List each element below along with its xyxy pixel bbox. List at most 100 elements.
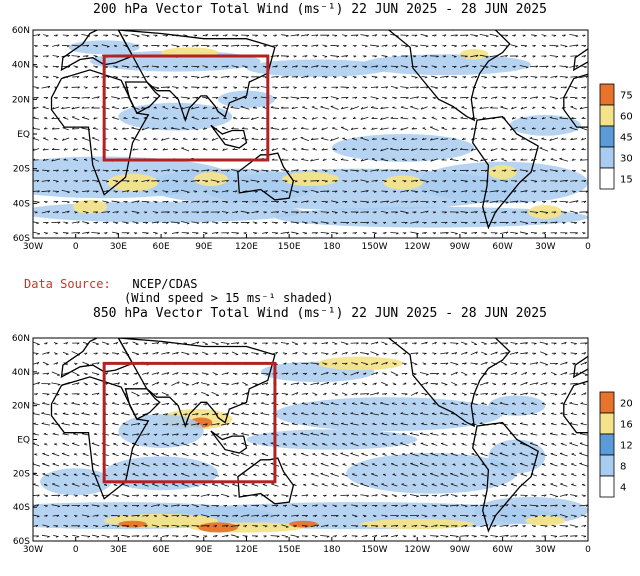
wind-arrow-head: [117, 169, 120, 172]
wind-arrow-head: [426, 374, 429, 376]
wind-arrow: [210, 423, 220, 426]
wind-arrow-head: [105, 515, 108, 518]
wind-arrow-head: [544, 494, 547, 497]
wind-arrow: [122, 106, 129, 110]
wind-arrow: [51, 371, 60, 376]
wind-arrow-head: [405, 515, 409, 518]
wind-arrow: [260, 412, 270, 416]
wind-arrow: [241, 423, 249, 426]
wind-arrow-head: [453, 66, 457, 68]
wind-arrow-head: [301, 412, 304, 414]
wind-arrow-head: [46, 76, 49, 79]
wind-arrow: [162, 504, 168, 507]
wind-arrow-head: [226, 383, 229, 386]
wind-arrow: [121, 96, 130, 99]
wind-arrow-head: [506, 504, 509, 507]
wind-arrow-head: [533, 201, 536, 204]
wind-arrow: [351, 514, 358, 517]
wind-arrow-head: [77, 525, 81, 528]
wind-arrow-head: [363, 76, 367, 79]
wind-arrow: [43, 137, 49, 141]
wind-arrow: [101, 44, 110, 47]
wind-arrow: [481, 75, 487, 78]
wind-arrow-head: [275, 504, 279, 507]
wind-arrow: [82, 483, 90, 487]
wind-arrow-head: [413, 535, 417, 538]
wind-arrow-head: [85, 55, 89, 58]
wind-arrow-head: [112, 116, 115, 118]
wind-arrow-head: [156, 342, 160, 345]
wind-arrow-head: [444, 180, 447, 183]
shading-blob: [525, 515, 566, 526]
wind-arrow-head: [216, 505, 219, 508]
wind-arrow: [530, 514, 538, 517]
wind-arrow-head: [433, 97, 437, 100]
wind-arrow: [489, 483, 499, 487]
wind-arrow: [520, 106, 528, 110]
wind-arrow: [311, 117, 318, 120]
wind-arrow: [261, 514, 269, 517]
wind-arrow: [410, 96, 419, 99]
wind-arrow-head: [126, 190, 130, 193]
wind-arrow-head: [146, 232, 149, 235]
wind-arrow-head: [336, 515, 339, 518]
wind-arrow: [361, 453, 368, 457]
wind-arrow-head: [550, 422, 554, 425]
wind-arrow-head: [321, 412, 325, 414]
wind-arrow-head: [391, 402, 395, 404]
wind-arrow: [300, 433, 310, 436]
wind-arrow-head: [583, 524, 587, 528]
wind-arrow: [510, 75, 518, 78]
wind-arrow-head: [116, 233, 120, 235]
wind-arrow: [61, 200, 70, 203]
coastline-indonesia: [210, 430, 248, 454]
wind-arrow-head: [335, 86, 339, 89]
wind-arrow-head: [583, 45, 587, 48]
wind-arrow: [520, 535, 527, 537]
coastline-australia: [237, 457, 295, 505]
wind-arrow-head: [355, 392, 358, 396]
wind-arrow-head: [553, 35, 557, 37]
wind-arrow-head: [216, 231, 219, 235]
wind-arrow: [471, 148, 478, 151]
wind-arrow: [470, 362, 478, 365]
wind-arrow-head: [145, 169, 148, 172]
wind-arrow: [350, 442, 359, 447]
wind-arrow: [440, 535, 449, 537]
wind-arrow-head: [370, 412, 373, 414]
wind-arrow: [410, 44, 418, 47]
wind-arrow: [461, 44, 468, 47]
wind-arrow: [53, 179, 59, 182]
wind-arrow-head: [186, 423, 189, 426]
wind-arrow: [381, 381, 388, 386]
wind-arrow-head: [126, 373, 129, 376]
wind-arrow: [371, 371, 378, 376]
wind-arrow-head: [126, 76, 130, 79]
wind-arrow: [190, 179, 200, 182]
wind-arrow: [499, 231, 509, 234]
wind-arrow: [461, 392, 467, 396]
wind-arrow-head: [224, 403, 228, 406]
wind-arrow-head: [365, 534, 368, 538]
wind-arrow-head: [115, 342, 119, 345]
wind-arrow: [510, 231, 518, 234]
wind-arrow-head: [211, 117, 214, 120]
wind-arrow-head: [495, 504, 499, 507]
wind-arrow: [132, 341, 139, 345]
wind-arrow: [92, 158, 100, 162]
wind-arrow: [231, 382, 239, 385]
wind-arrow-head: [254, 65, 257, 68]
wind-arrow: [200, 75, 210, 79]
wind-arrow-head: [406, 189, 409, 193]
wind-arrow: [200, 493, 210, 497]
wind-arrow-head: [544, 372, 547, 375]
wind-arrow: [381, 341, 388, 345]
wind-arrow: [240, 210, 250, 214]
wind-arrow-head: [494, 45, 498, 48]
wind-arrow: [292, 362, 298, 365]
wind-arrow-head: [286, 35, 289, 37]
wind-arrow: [320, 137, 329, 141]
wind-arrow: [241, 433, 249, 436]
wind-arrow-head: [366, 211, 370, 214]
